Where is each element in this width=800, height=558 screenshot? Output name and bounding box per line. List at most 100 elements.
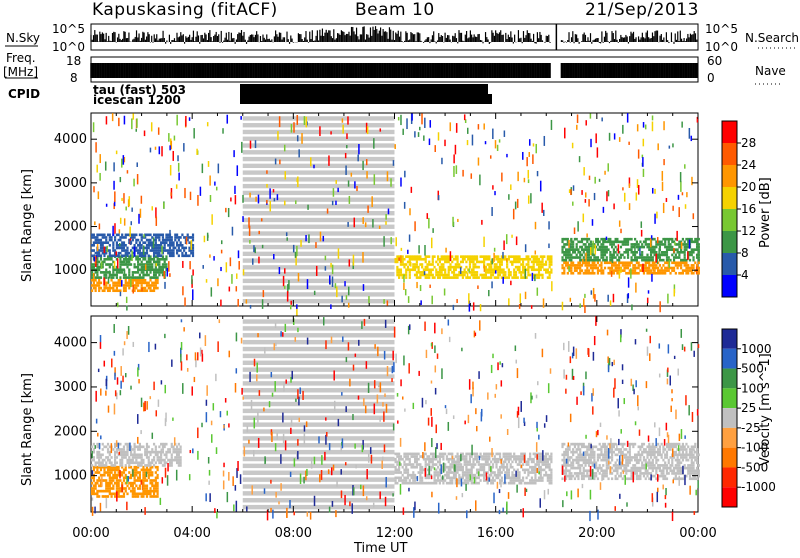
range-gate-cell — [451, 255, 453, 258]
echo-mark — [491, 258, 493, 264]
echo-mark — [520, 293, 522, 303]
range-gate-cell — [671, 254, 673, 257]
echo-mark — [367, 206, 369, 213]
echo-mark — [234, 186, 236, 194]
range-gate-cell — [581, 269, 583, 272]
range-gate-cell — [502, 469, 504, 472]
echo-mark — [93, 186, 95, 192]
range-gate-cell — [659, 246, 661, 249]
range-gate-cell — [550, 255, 552, 258]
range-gate-cell — [130, 451, 132, 454]
range-gate-cell — [119, 239, 121, 242]
range-gate-cell — [114, 236, 116, 239]
range-gate-cell — [128, 271, 130, 274]
range-gate-cell — [485, 274, 487, 277]
echo-mark — [529, 152, 531, 157]
echo-mark — [409, 235, 411, 242]
echo-mark — [379, 226, 381, 229]
range-gate-cell — [155, 284, 157, 287]
echo-mark — [402, 129, 404, 135]
echo-mark — [363, 284, 365, 291]
range-gate-cell — [671, 238, 673, 241]
range-gate-cell — [132, 274, 134, 277]
range-gate-cell — [639, 241, 641, 244]
range-gate-cell — [613, 272, 615, 275]
range-gate-cell — [98, 495, 100, 498]
range-gate-cell — [602, 256, 604, 259]
range-gate-cell — [677, 248, 679, 251]
echo-mark — [207, 122, 209, 126]
range-gate-cell — [462, 469, 464, 472]
range-gate-cell — [125, 287, 127, 290]
range-gate-cell — [135, 469, 137, 472]
noise-panel — [91, 24, 698, 50]
nave-label: Nave — [755, 64, 786, 78]
echo-mark — [618, 244, 620, 253]
ground-scatter-stripe — [243, 361, 395, 365]
range-gate-cell — [540, 474, 542, 477]
range-gate-cell — [93, 234, 95, 237]
echo-mark — [192, 289, 194, 300]
echo-mark — [622, 187, 624, 190]
range-gate-cell — [495, 263, 497, 266]
range-gate-cell — [112, 287, 114, 290]
echo-mark — [297, 115, 299, 125]
range-gate-cell — [96, 236, 98, 239]
echo-mark — [529, 139, 531, 146]
range-gate-cell — [572, 448, 574, 451]
range-gate-cell — [93, 456, 95, 459]
range-gate-cell — [611, 246, 613, 249]
range-gate-cell — [538, 258, 540, 261]
echo-mark — [112, 226, 114, 236]
range-gate-cell — [157, 466, 159, 469]
echo-mark — [652, 122, 654, 132]
range-gate-cell — [98, 289, 100, 292]
range-gate-cell — [160, 254, 162, 257]
range-gate-cell — [114, 239, 116, 242]
echo-mark — [209, 175, 211, 185]
range-gate-cell — [569, 459, 571, 462]
echo-mark — [101, 261, 103, 269]
range-gate-cell — [442, 482, 444, 485]
range-gate-cell — [645, 241, 647, 244]
echo-mark — [630, 268, 632, 278]
range-gate-cell — [192, 249, 194, 252]
range-gate-cell — [142, 495, 144, 498]
echo-mark — [140, 209, 142, 218]
range-gate-cell — [114, 453, 116, 456]
range-gate-cell — [655, 251, 657, 254]
station-title: Kapuskasing (fitACF) — [92, 0, 278, 20]
range-gate-cell — [606, 246, 608, 249]
range-gate-cell — [405, 274, 407, 277]
range-gate-cell — [96, 263, 98, 266]
echo-mark — [190, 192, 192, 200]
range-gate-cell — [437, 466, 439, 469]
range-gate-cell — [550, 471, 552, 474]
range-gate-cell — [146, 252, 148, 255]
range-gate-cell — [123, 471, 125, 474]
range-gate-cell — [462, 453, 464, 456]
range-gate-cell — [634, 269, 636, 272]
range-gate-cell — [449, 268, 451, 271]
range-gate-cell — [93, 490, 95, 493]
range-gate-cell — [432, 258, 434, 261]
range-gate-cell — [609, 251, 611, 254]
echo-mark — [266, 184, 268, 188]
range-gate-cell — [103, 474, 105, 477]
range-gate-cell — [149, 261, 151, 264]
echo-mark — [314, 291, 316, 295]
echo-mark — [99, 154, 101, 163]
range-gate-cell — [139, 474, 141, 477]
echo-mark — [167, 268, 169, 277]
range-gate-cell — [442, 266, 444, 269]
range-gate-cell — [627, 243, 629, 246]
echo-mark — [296, 304, 298, 309]
range-gate-cell — [467, 477, 469, 480]
echo-mark — [213, 256, 215, 261]
range-gate-cell — [396, 266, 398, 269]
range-gate-cell — [171, 461, 173, 464]
echo-mark — [532, 154, 534, 164]
echo-mark — [681, 122, 683, 128]
echo-mark — [577, 221, 579, 231]
range-gate-cell — [416, 274, 418, 277]
